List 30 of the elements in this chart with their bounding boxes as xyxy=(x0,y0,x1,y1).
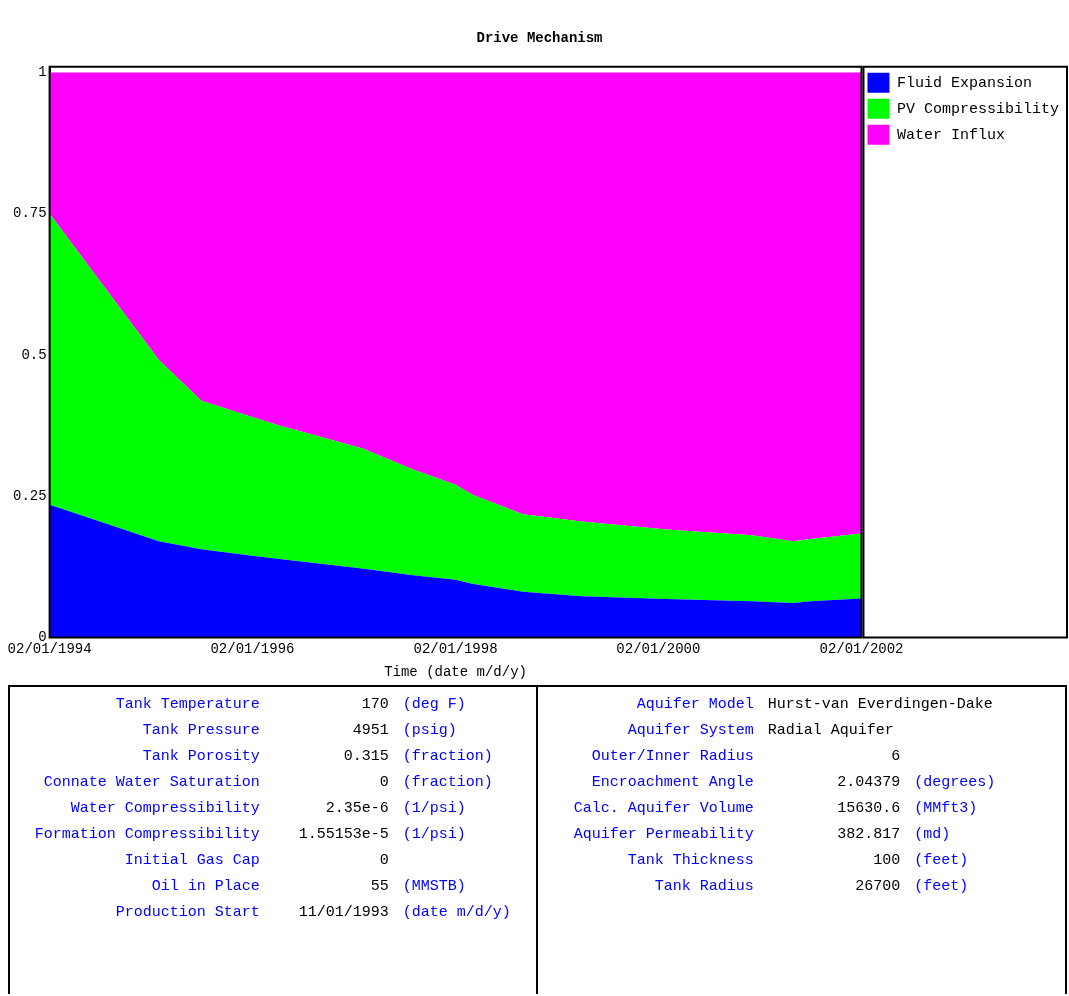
text: Connate Water Saturation 0 (fraction) xyxy=(43,774,493,791)
text: Tank Thickness 100 (feet) xyxy=(627,852,969,869)
legend-label: Water Influx xyxy=(896,126,1005,144)
x-axis-title: Time (date m/d/y) xyxy=(384,664,527,681)
y-tick-label: 0.5 xyxy=(21,346,47,363)
text: Outer/Inner Radius 6 xyxy=(591,748,901,765)
text: Tank Porosity 0.315 (fraction) xyxy=(142,748,493,765)
y-tick-label: 1 xyxy=(38,64,47,81)
text: Encroachment Angle 2.04379 (degrees) xyxy=(591,774,996,791)
x-tick-label: 02/01/2000 xyxy=(616,640,701,657)
y-tick-label: 0.25 xyxy=(13,487,47,504)
text: Aquifer Permeability 382.817 (md) xyxy=(573,826,951,843)
text: Aquifer Model Hurst-van Everdingen-Dake xyxy=(635,695,994,715)
text: Tank Temperature 170 (deg F) xyxy=(115,696,466,713)
legend-label: PV Compressibility xyxy=(896,100,1059,118)
x-tick-label: 02/01/1996 xyxy=(210,640,295,657)
x-tick-label: 02/01/2002 xyxy=(819,640,904,657)
text: Formation Compressibility 1.55153e-5 (1/psi) xyxy=(34,826,466,843)
legend-label: Fluid Expansion xyxy=(896,74,1032,92)
text: Calc. Aquifer Volume 15630.6 (MMft3) xyxy=(573,800,978,817)
y-tick-label: 0.75 xyxy=(13,205,47,222)
text: Water Compressibility 2.35e-6 (1/psi) xyxy=(70,800,466,817)
x-tick-label: 02/01/1998 xyxy=(413,640,498,657)
text: Oil in Place 55 (MMSTB) xyxy=(151,878,466,895)
text: Production Start 11/01/1993 (date m/d/y) xyxy=(115,904,511,921)
text: Initial Gas Cap 0 xyxy=(124,852,389,869)
text: Aquifer System Radial Aquifer xyxy=(626,721,895,741)
text: Tank Radius 26700 (feet) xyxy=(654,878,969,895)
text: Tank Pressure 4951 (psig) xyxy=(142,722,457,739)
chart-title: Drive Mechanism xyxy=(476,29,603,46)
